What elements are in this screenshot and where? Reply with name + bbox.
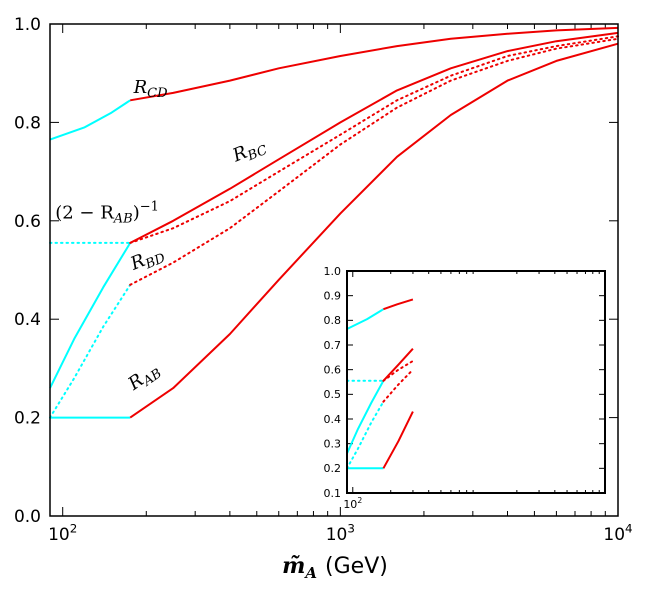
main-y-tick-label: 0.2	[14, 409, 41, 429]
inset-y-tick-label: 1.0	[324, 265, 342, 278]
main-series-r-bc-low	[49, 242, 132, 389]
inset-y-tick-label: 0.8	[324, 314, 342, 327]
inset-y-tick-label: 0.2	[324, 462, 342, 475]
main-x-tick-label-exponent: 3	[347, 521, 355, 535]
inset-series-r-cd-low	[346, 308, 384, 330]
inset-y-tick-label: 0.1	[324, 487, 342, 500]
inset-series-r-bd	[382, 368, 414, 403]
main-x-tick-label-base: 10	[48, 525, 70, 545]
main-series-r-cd	[130, 26, 619, 102]
main-label-text: R	[133, 77, 148, 98]
inset-y-tick-label: 0.7	[324, 339, 342, 352]
inset-series-r-bd-low	[346, 400, 385, 470]
x-axis-symbol: m̃	[282, 553, 305, 579]
inset-plot-background	[347, 271, 605, 493]
main-y-tick-label: 0.0	[14, 507, 41, 527]
inset-y-tick-label: 0.6	[324, 364, 342, 377]
inset-series-r-cd	[383, 298, 414, 311]
main-label-r-ab: RAB	[124, 359, 165, 398]
main-series-r-cd-low	[49, 99, 131, 141]
inset-x-tick-label-exponent: 2	[357, 496, 362, 505]
x-axis-symbol-sub: A	[303, 564, 317, 582]
main-x-tick-label-exponent: 4	[625, 521, 633, 535]
main-label-text: (2 − R	[55, 202, 114, 223]
main-x-tick-label: 104	[603, 521, 632, 545]
main-axes-frame	[49, 23, 619, 517]
inset-y-tick-label: 0.4	[324, 413, 342, 426]
main-label-r-cd: RCD	[133, 77, 169, 101]
main-label-superscript: −1	[140, 199, 159, 214]
main-label-subscript: BD	[143, 251, 169, 273]
inset-x-tick-label: 102	[343, 496, 362, 511]
main-label-2-r-ab-1: (2 − RAB)−1	[55, 199, 159, 226]
inset-series-r-bc-low	[346, 380, 385, 454]
main-x-tick-label-base: 10	[326, 525, 348, 545]
main-series-2-r-ab-1	[129, 35, 619, 244]
main-x-tick-label: 103	[326, 521, 355, 545]
inset-x-tick-label-base: 10	[343, 498, 357, 511]
main-series-r-ab	[129, 42, 619, 419]
inset-y-tick-label: 0.5	[324, 388, 342, 401]
x-axis-label: m̃A (GeV)	[282, 553, 388, 582]
inset-series-r-ab	[382, 411, 414, 469]
main-label-subscript: AB	[113, 211, 133, 226]
main-label-subscript: BC	[245, 143, 270, 165]
main-y-tick-label: 0.4	[14, 310, 41, 330]
x-axis-unit: (GeV)	[325, 554, 388, 579]
main-x-tick-label-base: 10	[603, 525, 625, 545]
inset-y-tick-label: 0.3	[324, 438, 342, 451]
inset-series-2-r-ab-1	[382, 360, 414, 382]
main-label-r-bd: RBD	[127, 242, 169, 277]
main-label-text-close: )	[133, 202, 140, 223]
inset-axes-frame	[346, 270, 606, 494]
main-series-r-bd-low	[49, 283, 132, 419]
main-x-tick-label-exponent: 2	[70, 521, 78, 535]
main-series-r-bd	[129, 37, 619, 286]
main-y-tick-label: 0.6	[14, 212, 41, 232]
inset-y-tick-label: 0.9	[324, 290, 342, 303]
main-y-tick-label: 0.8	[14, 113, 41, 133]
main-label-r-bc: RBC	[229, 134, 270, 169]
inset-series-r-bc	[382, 348, 414, 382]
main-series-r-bc	[129, 31, 619, 244]
main-y-tick-label: 1.0	[14, 15, 41, 35]
main-x-tick-label: 102	[48, 521, 77, 545]
main-label-subscript: CD	[147, 86, 168, 101]
